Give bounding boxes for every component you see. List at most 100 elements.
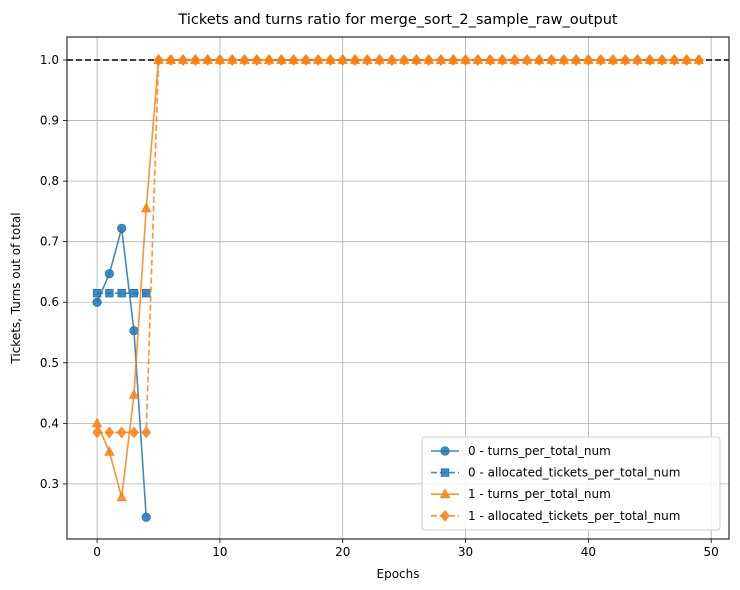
data-point (141, 202, 152, 213)
data-point (178, 54, 188, 66)
data-point (350, 54, 360, 66)
data-point (522, 54, 532, 66)
data-point (128, 389, 140, 399)
x-tick-label: 40 (581, 545, 596, 559)
x-axis-label: Epochs (377, 567, 420, 581)
data-point (227, 54, 237, 66)
data-point (117, 223, 127, 233)
data-point (411, 54, 422, 66)
data-point (141, 426, 151, 439)
data-point (92, 288, 102, 298)
legend-label: 1 - turns_per_total_num (468, 487, 611, 501)
y-axis-ticks: 0.3 0.4 0.5 0.6 0.7 0.8 0.9 1.0 (40, 53, 67, 491)
data-point (92, 297, 102, 307)
data-point (595, 54, 606, 66)
y-tick-label: 1.0 (40, 53, 59, 67)
data-point (129, 426, 139, 439)
data-point (190, 54, 201, 66)
data-point (473, 54, 483, 66)
legend-item: 0 - turns_per_total_num (431, 444, 611, 458)
data-point (104, 426, 115, 439)
data-point (141, 512, 151, 522)
y-axis-label: Tickets, Turns out of total (9, 212, 23, 364)
data-point (313, 54, 323, 66)
y-tick-label: 0.8 (40, 174, 59, 188)
data-point (694, 54, 704, 66)
data-point (338, 54, 348, 66)
series-3 (92, 54, 704, 439)
data-point (448, 54, 458, 66)
data-point (632, 54, 643, 66)
data-point (497, 54, 508, 66)
data-point (239, 54, 250, 66)
data-point (301, 54, 311, 66)
data-point (142, 288, 151, 298)
data-point (546, 54, 557, 66)
data-point (325, 54, 336, 66)
data-point (129, 288, 139, 298)
data-point (485, 54, 495, 66)
plot-area-frame (66, 36, 730, 540)
data-point (681, 54, 692, 66)
data-point (362, 54, 373, 66)
legend: 0 - turns_per_total_num 0 - allocated_tic… (421, 436, 721, 531)
data-point (117, 288, 126, 298)
data-point (104, 445, 115, 456)
legend-item: 1 - allocated_tickets_per_total_num (431, 509, 680, 523)
data-point (92, 426, 102, 439)
chart-title: Tickets and turns ratio for merge_sort_2… (177, 12, 617, 28)
data-point (374, 54, 385, 66)
data-point (460, 54, 471, 66)
legend-marker (440, 509, 450, 522)
data-point (645, 54, 655, 66)
y-tick-label: 0.3 (40, 477, 59, 491)
data-point (559, 54, 569, 66)
data-point (657, 54, 667, 66)
legend-box (421, 436, 721, 531)
data-point (620, 54, 630, 66)
data-point (288, 54, 299, 66)
legend-item: 1 - turns_per_total_num (431, 487, 611, 501)
y-tick-label: 0.4 (40, 416, 59, 430)
data-point (436, 54, 446, 66)
legend-marker (440, 446, 450, 456)
x-tick-label: 50 (704, 545, 719, 559)
legend-marker (440, 468, 450, 477)
y-tick-label: 0.7 (40, 235, 59, 249)
data-point (387, 54, 397, 66)
y-tick-label: 0.5 (40, 356, 59, 370)
x-tick-label: 0 (93, 545, 101, 559)
data-point (509, 54, 520, 66)
series-1 (92, 288, 151, 298)
data-point (399, 54, 409, 66)
data-point (423, 54, 434, 66)
series-0 (92, 223, 151, 522)
data-point (669, 54, 680, 66)
data-point (264, 54, 274, 66)
series-layer (91, 54, 705, 522)
data-point (534, 54, 544, 66)
data-point (105, 288, 114, 298)
data-point (215, 54, 225, 66)
x-axis-ticks: 0 10 20 30 40 50 (93, 539, 719, 559)
y-tick-label: 0.9 (40, 114, 59, 128)
data-point (153, 54, 164, 66)
data-point (116, 426, 127, 439)
data-point (583, 54, 594, 66)
data-point (571, 54, 581, 66)
data-point (129, 326, 139, 336)
data-point (104, 269, 114, 279)
data-point (166, 54, 176, 66)
legend-label: 0 - turns_per_total_num (468, 444, 611, 458)
y-tick-label: 0.6 (40, 295, 59, 309)
x-tick-label: 20 (335, 545, 350, 559)
legend-marker (439, 488, 451, 499)
data-point (608, 54, 618, 66)
data-point (202, 54, 213, 66)
legend-label: 0 - allocated_tickets_per_total_num (468, 466, 680, 480)
data-point (116, 491, 127, 502)
x-tick-label: 10 (212, 545, 227, 559)
x-tick-label: 30 (458, 545, 473, 559)
legend-item: 0 - allocated_tickets_per_total_num (431, 466, 680, 480)
